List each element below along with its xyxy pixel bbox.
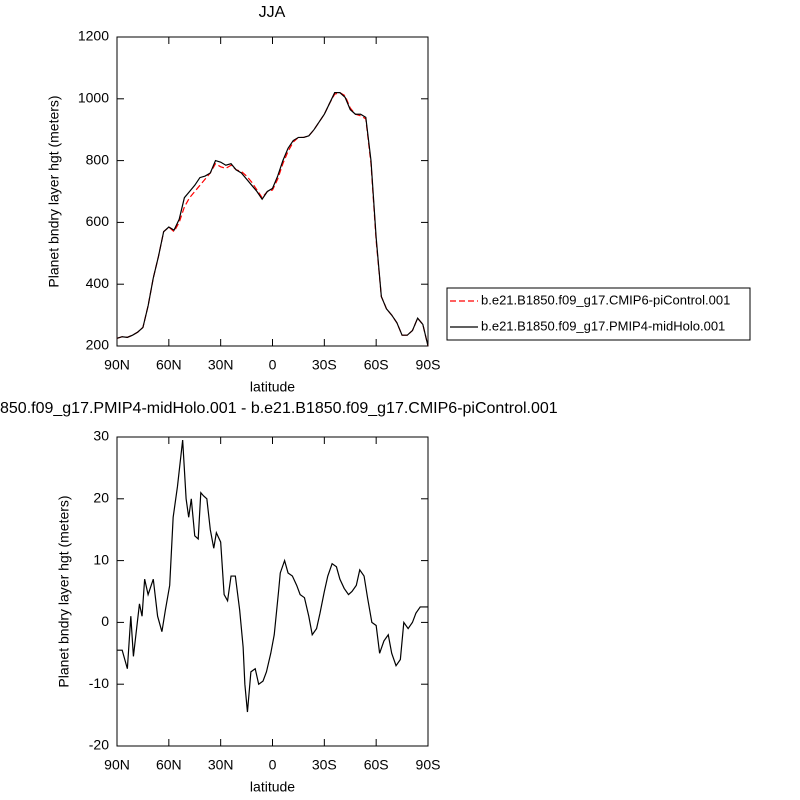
data-line [117,440,428,713]
x-tick-label: 30N [208,757,234,773]
x-axis-label: latitude [250,379,295,395]
legend-label: b.e21.B1850.f09_g17.CMIP6-piControl.001 [481,292,730,307]
y-tick-label: 10 [93,551,109,567]
x-tick-label: 90S [416,357,441,373]
x-tick-label: 30S [312,757,337,773]
x-tick-label: 0 [269,357,277,373]
x-tick-label: 60N [156,757,182,773]
y-axis-label: Planet bndry layer hgt (meters) [56,495,72,687]
x-tick-label: 30S [312,357,337,373]
y-tick-label: -20 [89,737,109,753]
x-tick-label: 90S [416,757,441,773]
plot-frame [116,36,429,347]
x-tick-label: 0 [269,757,277,773]
y-axis-label: Planet bndry layer hgt (meters) [46,95,62,287]
x-axis-label: latitude [250,779,295,795]
data-line [116,91,429,347]
x-tick-label: 90N [104,357,130,373]
y-tick-label: 30 [93,428,109,444]
chart-title: 850.f09_g17.PMIP4-midHolo.001 - b.e21.B1… [0,400,558,417]
legend-box [446,287,751,341]
x-tick-label: 90N [104,757,130,773]
y-tick-label: 800 [86,151,110,167]
x-tick-label: 60S [364,757,389,773]
y-tick-label: 600 [86,213,110,229]
chart-title: JJA [259,4,286,21]
y-tick-label: 1200 [78,28,109,44]
x-tick-label: 30N [208,357,234,373]
y-tick-label: 20 [93,490,109,506]
plot-frame [116,436,429,747]
data-line [116,92,429,347]
y-tick-label: 0 [101,613,109,629]
y-tick-label: 1000 [78,90,109,106]
x-tick-label: 60N [156,357,182,373]
legend-label: b.e21.B1850.f09_g17.PMIP4-midHolo.001 [481,318,725,333]
x-tick-label: 60S [364,357,389,373]
y-tick-label: 400 [86,275,110,291]
y-tick-label: -10 [89,675,109,691]
y-tick-label: 200 [86,337,110,353]
